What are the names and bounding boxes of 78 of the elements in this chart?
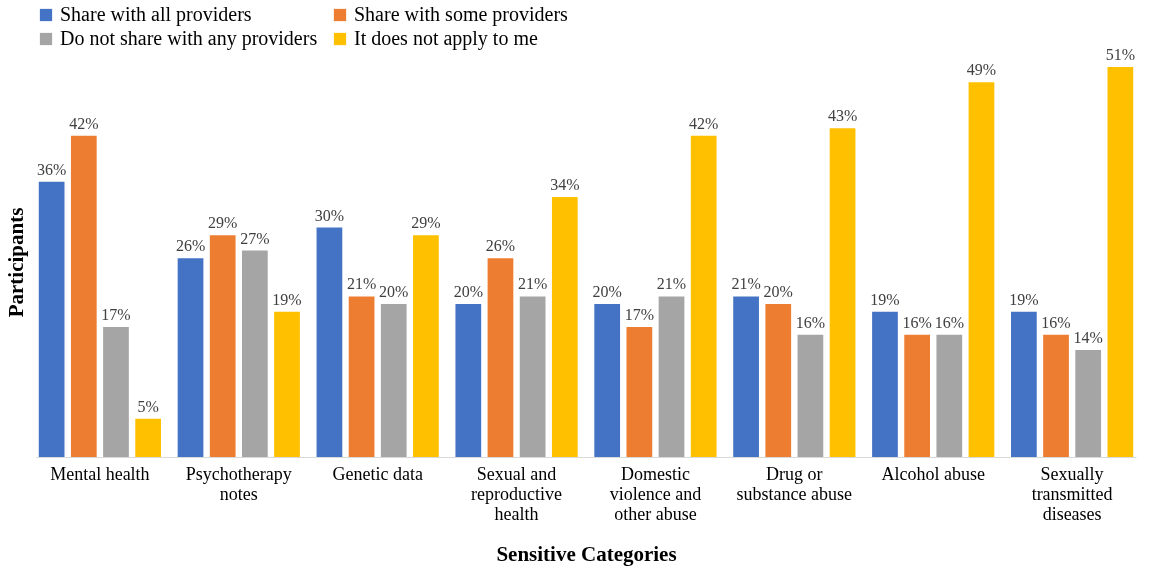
bar [829, 128, 856, 457]
data-label: 34% [550, 176, 580, 193]
data-label: 19% [1009, 290, 1039, 308]
bar [316, 227, 343, 457]
data-label: 17% [624, 306, 655, 323]
x-tick-label: Genetic data [332, 463, 423, 484]
x-axis-title: Sensitive Categories [496, 541, 677, 566]
x-tick-label: Drug or substance abuse [736, 463, 853, 504]
data-label: 42% [69, 114, 99, 132]
data-label: 19% [870, 290, 900, 308]
bar [765, 304, 792, 457]
data-label: 21% [656, 275, 687, 293]
bar [38, 181, 65, 457]
bar [487, 258, 514, 457]
bar [177, 258, 204, 457]
bar [1075, 349, 1102, 457]
x-tick-label: Domestic violence and other abuse [609, 463, 702, 524]
bar [872, 311, 898, 457]
data-label: 20% [453, 283, 483, 301]
data-label: 21% [731, 275, 761, 293]
bar [594, 304, 621, 457]
data-label: 26% [485, 237, 516, 255]
data-label: 42% [689, 114, 719, 132]
bar [274, 311, 300, 457]
x-tick-label: Mental health [50, 463, 150, 484]
data-label: 29% [411, 214, 441, 232]
data-label: 51% [1105, 46, 1136, 63]
data-label: 21% [346, 275, 377, 293]
bar [380, 304, 407, 457]
data-label: 49% [966, 61, 997, 79]
bar [519, 296, 546, 457]
data-label: 26% [175, 237, 206, 255]
x-tick-label: Alcohol abuse [881, 463, 985, 484]
data-label: 19% [272, 290, 302, 308]
bar [103, 327, 129, 457]
data-label: 36% [36, 160, 67, 178]
legend-label: Share with some providers [354, 3, 569, 26]
bar [626, 327, 653, 457]
bar [241, 250, 268, 457]
x-tick-label: Sexually transmitted diseases [1031, 463, 1113, 524]
data-label: 16% [934, 313, 964, 331]
bar [690, 135, 717, 457]
data-label: 27% [240, 229, 270, 247]
bar [209, 235, 236, 457]
x-tick-label: Psychotherapy notes [185, 463, 292, 504]
legend-label: Share with all providers [60, 3, 252, 26]
data-label: 21% [517, 275, 548, 293]
bar [968, 82, 995, 457]
bar [904, 334, 931, 457]
data-label: 16% [902, 313, 932, 331]
legend-label: It does not apply to me [354, 27, 538, 50]
data-label: 20% [379, 283, 409, 301]
data-label: 29% [208, 214, 238, 232]
bar [135, 418, 161, 457]
data-label: 43% [827, 107, 858, 125]
bar [70, 135, 97, 457]
data-label: 17% [101, 306, 131, 323]
y-axis-title: Participants [3, 207, 28, 318]
bar [936, 334, 963, 457]
data-label: 20% [592, 283, 622, 301]
bar [658, 296, 685, 457]
data-label: 14% [1073, 328, 1103, 346]
bar [733, 296, 759, 457]
x-tick-label: Sexual and reproductive health [471, 463, 563, 524]
data-label: 5% [137, 397, 159, 415]
data-label: 30% [314, 206, 345, 224]
data-label: 20% [763, 283, 793, 301]
bar [1107, 67, 1134, 457]
data-label: 16% [1041, 313, 1071, 331]
bar [1043, 334, 1069, 457]
bar [797, 334, 824, 457]
bar [455, 304, 482, 457]
bar [1011, 311, 1037, 457]
bar [551, 197, 578, 457]
legend-label: Do not share with any providers [60, 27, 318, 50]
bar [413, 235, 439, 457]
data-label: 16% [795, 313, 826, 331]
bar [348, 296, 375, 457]
